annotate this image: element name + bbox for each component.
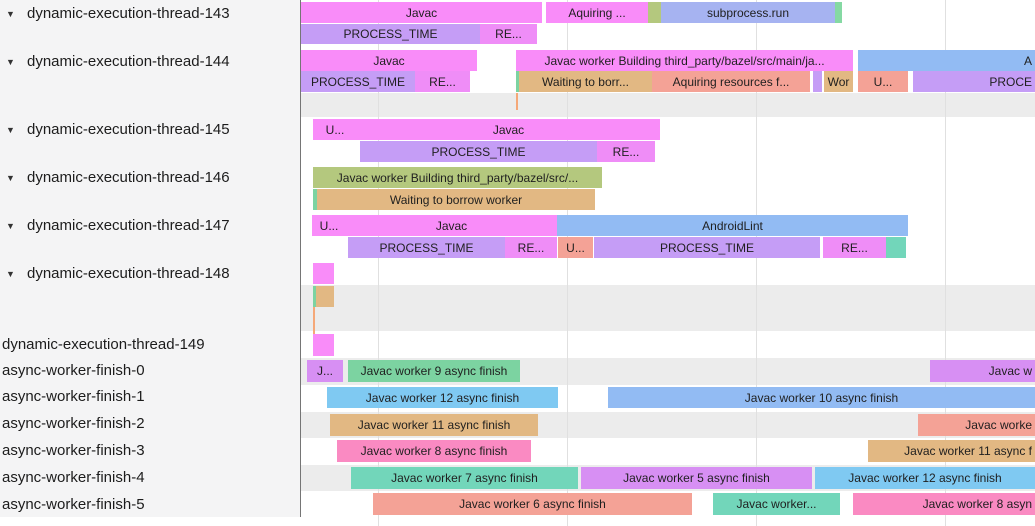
timeline-slice[interactable] [886, 237, 906, 258]
time-gridline [756, 0, 757, 526]
track-label-text: async-worker-finish-2 [2, 415, 145, 432]
collapse-arrow-icon[interactable]: ▼ [6, 173, 15, 183]
timeline-slice[interactable]: Aquiring resources f... [652, 71, 810, 92]
timeline-slice[interactable]: U... [312, 215, 346, 236]
timeline-slice[interactable]: PROCE [913, 71, 1035, 92]
track-name-sidebar: ▼ dynamic-execution-thread-143 ▼ dynamic-ex… [0, 0, 301, 517]
track-label-async-worker-finish-5[interactable]: async-worker-finish-5 [0, 495, 302, 515]
track-label-async-worker-finish-4[interactable]: async-worker-finish-4 [0, 468, 302, 488]
track-row-stripe [301, 93, 1035, 117]
timeline-slice[interactable]: Javac [346, 215, 557, 236]
timeline-slice[interactable]: RE... [415, 71, 470, 92]
timeline-slice[interactable]: PROCESS_TIME [360, 141, 597, 162]
timeline-slice[interactable]: A [858, 50, 1035, 71]
timeline-slice[interactable]: AndroidLint [557, 215, 908, 236]
timeline-slice[interactable]: RE... [480, 24, 537, 44]
track-label-text: async-worker-finish-5 [2, 496, 145, 513]
track-label-text: dynamic-execution-thread-145 [27, 121, 230, 138]
track-label-text: dynamic-execution-thread-149 [2, 336, 205, 353]
track-label-async-worker-finish-0[interactable]: async-worker-finish-0 [0, 361, 302, 381]
timeline-slice[interactable] [813, 71, 822, 92]
collapse-arrow-icon[interactable]: ▼ [6, 269, 15, 279]
timeline-slice[interactable]: U... [313, 119, 357, 140]
timeline-slice[interactable] [313, 286, 316, 307]
track-label-text: async-worker-finish-1 [2, 388, 145, 405]
track-label-text: async-worker-finish-3 [2, 442, 145, 459]
timeline-slice[interactable]: Javac worker Building third_party/bazel/… [516, 50, 853, 71]
track-label-text: dynamic-execution-thread-147 [27, 217, 230, 234]
timeline-slice[interactable]: Javac worker 5 async finish [581, 467, 812, 489]
collapse-arrow-icon[interactable]: ▼ [6, 9, 15, 19]
track-label-text: dynamic-execution-thread-146 [27, 169, 230, 186]
track-label-dynamic-execution-thread-146[interactable]: ▼ dynamic-execution-thread-146 [0, 168, 300, 188]
track-label-text: dynamic-execution-thread-143 [27, 5, 230, 22]
timeline-slice[interactable]: Javac worker 10 async finish [608, 387, 1035, 408]
timeline-slice[interactable] [835, 2, 842, 23]
timeline-slice[interactable]: J... [307, 360, 343, 382]
track-label-text: dynamic-execution-thread-144 [27, 53, 230, 70]
collapse-arrow-icon[interactable]: ▼ [6, 57, 15, 67]
timeline-slice[interactable]: Javac worker 8 async finish [337, 440, 531, 462]
timeline-slice[interactable] [316, 286, 334, 307]
timeline-slice[interactable]: Aquiring ... [546, 2, 648, 23]
track-label-text: dynamic-execution-thread-148 [27, 265, 230, 282]
track-label-async-worker-finish-2[interactable]: async-worker-finish-2 [0, 414, 302, 434]
timeline-slice[interactable]: U... [858, 71, 908, 92]
track-label-dynamic-execution-thread-145[interactable]: ▼ dynamic-execution-thread-145 [0, 120, 300, 140]
timeline-slice[interactable] [648, 2, 661, 23]
instant-event-marker[interactable] [313, 307, 315, 334]
timeline-slice[interactable]: subprocess.run [661, 2, 835, 23]
timeline-slice[interactable]: Javac worker 12 async finish [815, 467, 1035, 489]
timeline-slice[interactable]: RE... [597, 141, 655, 162]
timeline-slice[interactable]: Javac worker 6 async finish [373, 493, 692, 515]
time-gridline [945, 0, 946, 526]
timeline-slice[interactable]: Javac worker 7 async finish [351, 467, 578, 489]
track-label-dynamic-execution-thread-143[interactable]: ▼ dynamic-execution-thread-143 [0, 4, 300, 24]
track-label-async-worker-finish-3[interactable]: async-worker-finish-3 [0, 441, 302, 461]
track-label-text: async-worker-finish-0 [2, 362, 145, 379]
timeline-slice[interactable] [313, 263, 334, 284]
timeline-slice[interactable]: Javac [301, 50, 477, 71]
track-label-dynamic-execution-thread-144[interactable]: ▼ dynamic-execution-thread-144 [0, 52, 300, 72]
timeline-slice[interactable]: Wor [824, 71, 853, 92]
track-label-dynamic-execution-thread-148[interactable]: ▼ dynamic-execution-thread-148 [0, 264, 300, 284]
timeline-slice[interactable] [516, 71, 519, 92]
timeline-slice[interactable] [313, 334, 334, 356]
timeline-slice[interactable] [313, 189, 317, 210]
timeline-slice[interactable]: Javac worker 11 async f [868, 440, 1035, 462]
timeline-slice[interactable]: Javac worker 12 async finish [327, 387, 558, 408]
track-label-async-worker-finish-1[interactable]: async-worker-finish-1 [0, 387, 302, 407]
timeline-slice[interactable]: U... [558, 237, 593, 258]
timeline-slice[interactable]: Javac worker... [713, 493, 840, 515]
timeline-slice[interactable]: Javac [357, 119, 660, 140]
timeline-slice[interactable]: Javac worke [918, 414, 1035, 436]
timeline-slice[interactable]: RE... [823, 237, 886, 258]
timeline-slice[interactable]: Javac worker 8 asyn [853, 493, 1035, 515]
timeline-slice[interactable]: PROCESS_TIME [348, 237, 505, 258]
timeline-slice[interactable]: Javac w [930, 360, 1035, 382]
track-row-stripe [301, 285, 1035, 331]
track-label-dynamic-execution-thread-149[interactable]: dynamic-execution-thread-149 [0, 335, 302, 355]
track-label-text: async-worker-finish-4 [2, 469, 145, 486]
timeline-slice[interactable]: Javac [301, 2, 542, 23]
timeline-slice[interactable]: Waiting to borrow worker [317, 189, 595, 210]
track-label-dynamic-execution-thread-147[interactable]: ▼ dynamic-execution-thread-147 [0, 216, 300, 236]
collapse-arrow-icon[interactable]: ▼ [6, 125, 15, 135]
collapse-arrow-icon[interactable]: ▼ [6, 221, 15, 231]
timeline-slice[interactable]: Javac worker 9 async finish [348, 360, 520, 382]
timeline-slice[interactable]: PROCESS_TIME [301, 24, 480, 44]
timeline-slice[interactable]: Waiting to borr... [519, 71, 652, 92]
time-gridline [378, 0, 379, 526]
timeline-slice[interactable]: PROCESS_TIME [301, 71, 415, 92]
timeline-slice[interactable]: Javac worker 11 async finish [330, 414, 538, 436]
timeline-slice[interactable]: PROCESS_TIME [594, 237, 820, 258]
instant-event-marker[interactable] [516, 93, 518, 110]
timeline-slice[interactable]: Javac worker Building third_party/bazel/… [313, 167, 602, 188]
timeline-slice[interactable]: RE... [505, 237, 557, 258]
time-gridline [567, 0, 568, 526]
